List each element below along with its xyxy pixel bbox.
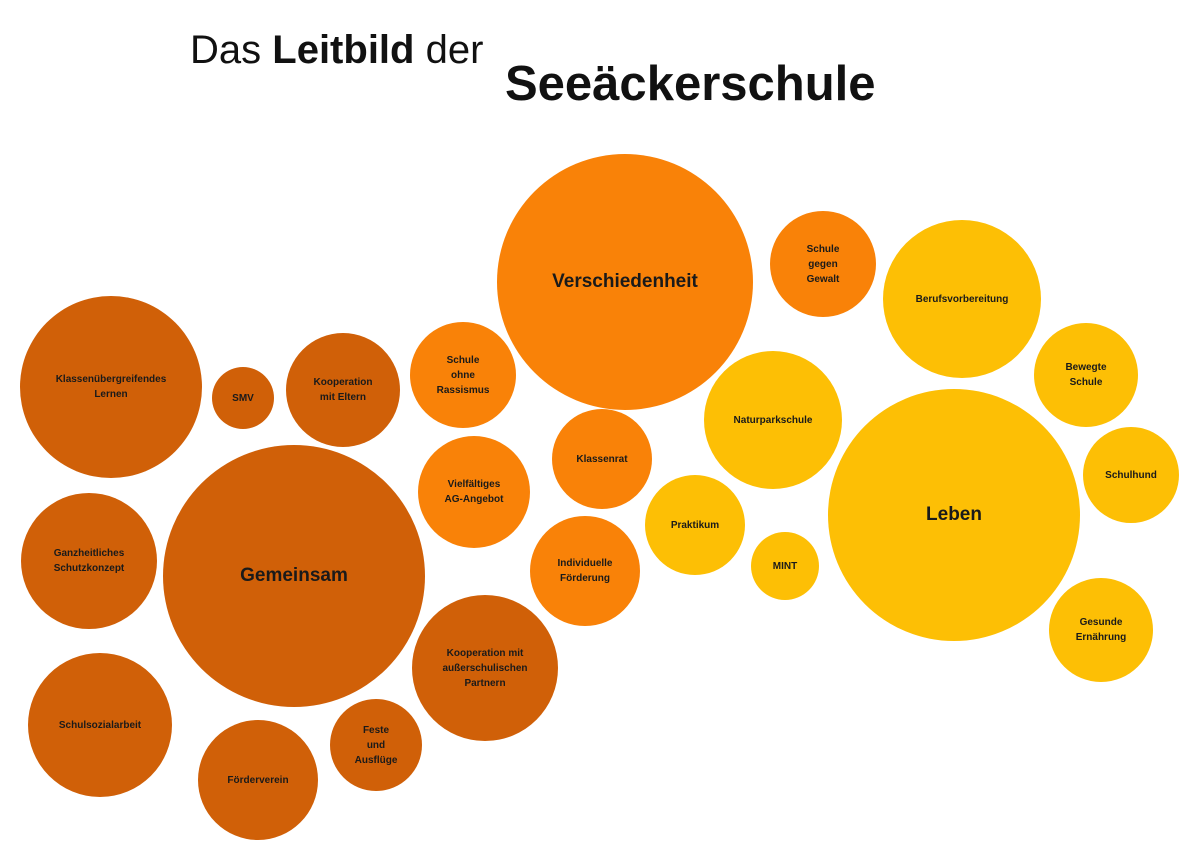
bubble-label: SMV: [232, 392, 254, 404]
bubble-label: Schule ohne Rassismus: [436, 354, 490, 396]
bubble-vielfaeltiges-ag-angebot: Vielfältiges AG-Angebot: [418, 436, 530, 548]
bubble-schule-ohne-rassismus: Schule ohne Rassismus: [410, 322, 516, 428]
bubble-label: Schulhund: [1105, 469, 1157, 481]
bubble-label: Kooperation mit außerschulischen Partner…: [442, 647, 528, 689]
bubble-individuelle-foerderung: Individuelle Förderung: [530, 516, 640, 626]
bubble-verschiedenheit: Verschiedenheit: [497, 154, 753, 410]
page-title-school: Seeäckerschule: [505, 57, 876, 111]
bubble-gesunde-ernaehrung: Gesunde Ernährung: [1049, 578, 1153, 682]
title-prefix: Das: [190, 28, 262, 72]
bubble-label: Ganzheitliches Schutzkonzept: [53, 548, 125, 574]
bubble-label: MINT: [772, 560, 798, 572]
bubble-naturparkschule: Naturparkschule: [704, 351, 842, 489]
bubble-label: Gesunde Ernährung: [1075, 617, 1127, 643]
bubble-label: Förderverein: [227, 774, 289, 786]
bubble-label: Schule gegen Gewalt: [806, 243, 840, 285]
bubble-ganzheitliches-schutzkonzept: Ganzheitliches Schutzkonzept: [21, 493, 157, 629]
bubble-label: Klassenrat: [576, 453, 628, 465]
bubble-feste-und-ausfluege: Feste und Ausflüge: [330, 699, 422, 791]
bubble-kooperation-mit-ausserschulischen-partnern: Kooperation mit außerschulischen Partner…: [412, 595, 558, 741]
bubble-berufsvorbereitung: Berufsvorbereitung: [883, 220, 1041, 378]
bubble-smv: SMV: [212, 367, 274, 429]
title-suffix: der: [425, 28, 484, 72]
bubble-foerderverein: Förderverein: [198, 720, 318, 840]
bubble-schulsozialarbeit: Schulsozialarbeit: [28, 653, 172, 797]
bubble-label: Klassenübergreifendes Lernen: [55, 374, 167, 400]
bubble-bewegte-schule: Bewegte Schule: [1034, 323, 1138, 427]
title-bold: Leitbild: [272, 28, 415, 72]
bubble-label: Praktikum: [670, 519, 720, 531]
bubble-label: Naturparkschule: [733, 414, 813, 426]
bubble-schule-gegen-gewalt: Schule gegen Gewalt: [770, 211, 876, 317]
bubble-mint: MINT: [751, 532, 819, 600]
bubble-label: Feste und Ausflüge: [354, 724, 398, 766]
bubble-label: Schulsozialarbeit: [58, 719, 142, 731]
bubble-label: Vielfältiges AG-Angebot: [444, 479, 504, 505]
bubble-label: Leben: [926, 503, 982, 525]
bubble-label: Individuelle Förderung: [557, 558, 613, 584]
bubble-leben: Leben: [828, 389, 1080, 641]
page-title-line1: Das Leitbild der: [190, 30, 483, 70]
bubble-label: Verschiedenheit: [552, 270, 698, 292]
bubble-praktikum: Praktikum: [645, 475, 745, 575]
bubble-kooperation-mit-eltern: Kooperation mit Eltern: [286, 333, 400, 447]
bubble-label: Kooperation mit Eltern: [313, 377, 373, 403]
bubble-klassenrat: Klassenrat: [552, 409, 652, 509]
bubble-klassenuebergreifendes-lernen: Klassenübergreifendes Lernen: [20, 296, 202, 478]
bubble-label: Gemeinsam: [240, 564, 348, 586]
bubble-label: Bewegte Schule: [1065, 362, 1107, 388]
bubble-schulhund: Schulhund: [1083, 427, 1179, 523]
bubble-gemeinsam: Gemeinsam: [163, 445, 425, 707]
bubble-label: Berufsvorbereitung: [915, 293, 1009, 305]
